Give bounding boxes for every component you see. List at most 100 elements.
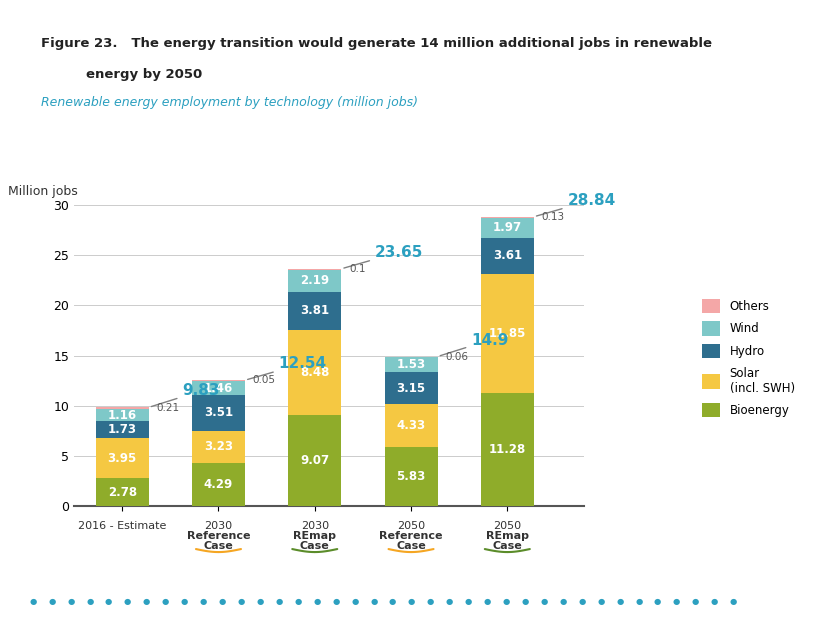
Bar [192,395,245,431]
Text: 2.78: 2.78 [108,486,137,499]
Text: ●: ● [49,597,55,606]
Text: 0.06: 0.06 [445,352,468,362]
Text: REmap: REmap [486,531,529,541]
Text: 3.61: 3.61 [493,249,522,262]
Bar [95,410,149,421]
Text: 1.73: 1.73 [108,423,137,436]
Text: 2030: 2030 [300,521,329,531]
Text: Renewable energy employment by technology (million jobs): Renewable energy employment by technolog… [41,96,418,109]
Text: 3.51: 3.51 [204,407,233,420]
Text: 0.1: 0.1 [349,264,365,275]
Bar [384,447,438,506]
Text: Figure 23.   The energy transition would generate 14 million additional jobs in : Figure 23. The energy transition would g… [41,37,712,50]
Text: ●: ● [295,597,301,606]
Text: Case: Case [396,541,426,551]
Bar [95,439,149,478]
Text: ●: ● [522,597,528,606]
Text: 5.83: 5.83 [397,470,425,483]
Text: ●: ● [351,597,358,606]
Bar [481,274,534,393]
Bar [288,330,342,415]
Text: 3.95: 3.95 [108,452,137,465]
Text: ●: ● [654,597,661,606]
Bar [481,393,534,506]
Text: ●: ● [616,597,623,606]
Text: 9.07: 9.07 [300,454,329,467]
Text: 9.83: 9.83 [151,383,220,407]
Text: Case: Case [203,541,234,551]
Text: 11.28: 11.28 [489,443,526,456]
Text: 11.85: 11.85 [489,327,526,340]
Text: 3.23: 3.23 [204,441,233,453]
Text: 14.9: 14.9 [440,333,509,356]
Text: ●: ● [257,597,263,606]
Bar [481,238,534,274]
Text: ●: ● [238,597,244,606]
Bar [384,404,438,447]
Text: energy by 2050: energy by 2050 [86,68,202,81]
Bar [192,381,245,395]
Text: Reference: Reference [379,531,443,541]
Text: ●: ● [67,597,74,606]
Bar [95,478,149,506]
Text: 2.19: 2.19 [300,275,329,288]
Text: ●: ● [389,597,396,606]
Bar [192,431,245,463]
Text: 28.84: 28.84 [537,193,616,216]
Text: ●: ● [579,597,585,606]
Text: ●: ● [181,597,188,606]
Bar [95,421,149,439]
Text: ●: ● [124,597,131,606]
Text: 4.33: 4.33 [397,420,425,433]
Text: 0.05: 0.05 [253,376,276,386]
Text: ●: ● [692,597,699,606]
Text: 0.21: 0.21 [156,404,179,413]
Text: 0.13: 0.13 [542,212,565,223]
Bar [481,217,534,218]
Text: ●: ● [711,597,718,606]
Text: 8.48: 8.48 [300,366,329,379]
Text: ●: ● [427,597,434,606]
Bar [384,373,438,404]
Text: ●: ● [730,597,737,606]
Bar [192,463,245,506]
Text: ●: ● [30,597,36,606]
Text: ●: ● [105,597,112,606]
Text: ●: ● [541,597,547,606]
Text: ●: ● [408,597,415,606]
Text: 4.29: 4.29 [204,478,233,491]
Text: ●: ● [503,597,509,606]
Text: ●: ● [673,597,680,606]
Text: ●: ● [219,597,226,606]
Text: 2050: 2050 [493,521,522,531]
Bar [288,270,342,292]
Text: ●: ● [446,597,453,606]
Text: 23.65: 23.65 [344,245,423,268]
Bar [288,269,342,270]
Text: 1.53: 1.53 [397,358,425,371]
Bar [95,407,149,410]
Text: ●: ● [314,597,320,606]
Text: ●: ● [143,597,150,606]
Text: 2050: 2050 [397,521,425,531]
Text: 3.81: 3.81 [300,304,329,317]
Text: ●: ● [332,597,339,606]
Text: ●: ● [370,597,377,606]
Text: REmap: REmap [293,531,337,541]
Bar [384,357,438,373]
Text: ●: ● [635,597,642,606]
Text: ●: ● [597,597,604,606]
Text: 1.46: 1.46 [204,381,233,394]
Text: 1.16: 1.16 [108,409,137,422]
Text: 2016 - Estimate: 2016 - Estimate [78,521,166,531]
Text: 1.97: 1.97 [493,222,522,234]
Text: 12.54: 12.54 [248,356,327,379]
Bar [288,292,342,330]
Bar [481,218,534,238]
Legend: Others, Wind, Hydro, Solar
(incl. SWH), Bioenergy: Others, Wind, Hydro, Solar (incl. SWH), … [696,292,801,423]
Text: Case: Case [300,541,330,551]
Text: ●: ● [86,597,93,606]
Text: ●: ● [276,597,282,606]
Text: 2030: 2030 [204,521,233,531]
Text: ●: ● [484,597,491,606]
